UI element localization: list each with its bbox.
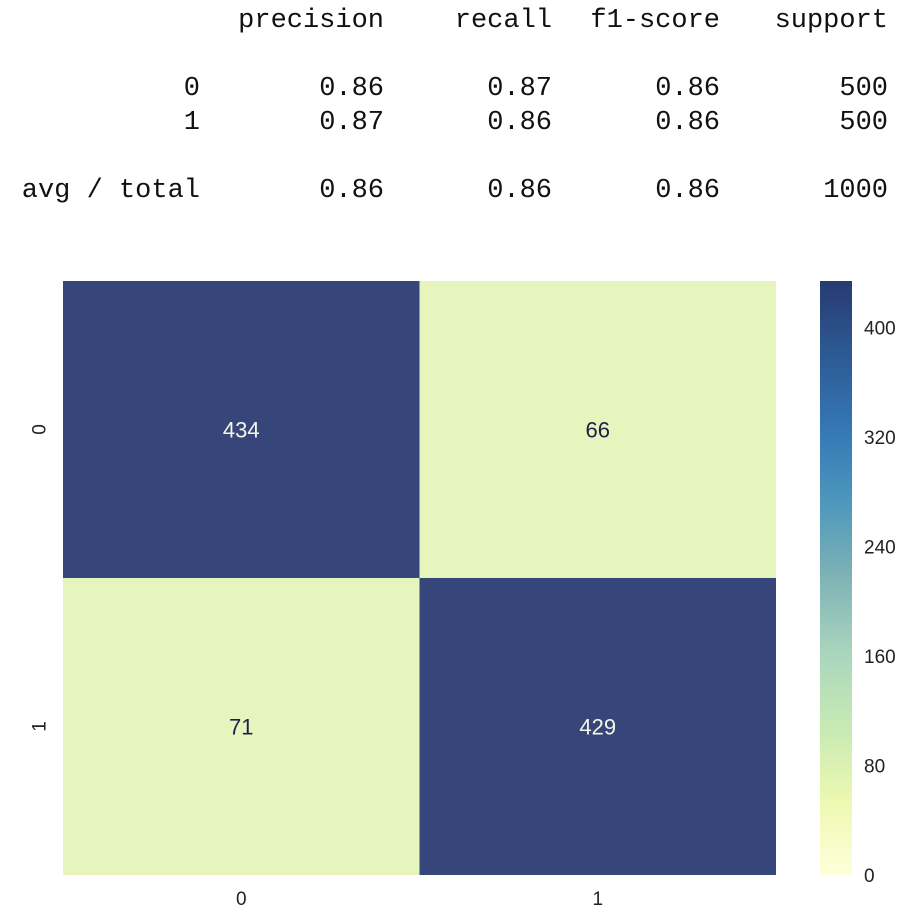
- heatmap-cell-value: 434: [223, 418, 260, 443]
- report-header-f1-score: f1-score: [590, 6, 720, 36]
- colorbar-tick-label: 320: [864, 428, 896, 449]
- x-tick-label: 1: [592, 889, 603, 910]
- report-value-support: 1000: [823, 176, 888, 206]
- colorbar-tick-label: 0: [864, 866, 875, 887]
- y-tick-label: 0: [30, 424, 51, 435]
- heatmap-cells: [63, 281, 776, 875]
- report-value-f1-score: 0.86: [655, 108, 720, 138]
- report-value-recall: 0.86: [487, 108, 552, 138]
- colorbar-tick-label: 400: [864, 319, 896, 340]
- heatmap-cell-value: 429: [579, 715, 616, 740]
- report-value-precision: 0.86: [319, 176, 384, 206]
- report-row-label: 0: [183, 74, 200, 104]
- report-value-recall: 0.86: [487, 176, 552, 206]
- heatmap-cell: [63, 578, 420, 875]
- report-value-f1-score: 0.86: [655, 74, 720, 104]
- report-header-precision: precision: [238, 6, 384, 36]
- colorbar-tick-label: 80: [864, 757, 885, 778]
- report-value-precision: 0.87: [319, 108, 384, 138]
- report-value-precision: 0.86: [319, 74, 384, 104]
- report-value-f1-score: 0.86: [655, 176, 720, 206]
- report-header-support: support: [774, 6, 888, 36]
- heatmap-cell-value: 66: [586, 418, 610, 443]
- report-value-support: 500: [839, 108, 888, 138]
- y-axis-ticks: 01: [30, 424, 51, 732]
- report-row-label: avg / total: [21, 176, 200, 206]
- heatmap-cell: [63, 281, 420, 578]
- heatmap-cell-labels: 434 66 71 429: [223, 418, 616, 740]
- report-value-recall: 0.87: [487, 74, 552, 104]
- report-row-label: 1: [183, 108, 200, 138]
- classification-report: precision recall f1-score support 0 0.86…: [0, 0, 910, 240]
- report-value-support: 500: [839, 74, 888, 104]
- y-tick-label: 1: [30, 721, 51, 732]
- heatmap-cell: [419, 281, 776, 578]
- report-header-recall: recall: [454, 6, 552, 36]
- colorbar-tick-label: 240: [864, 538, 896, 559]
- x-tick-label: 0: [236, 889, 247, 910]
- colorbar: [820, 281, 852, 875]
- heatmap-cell: [419, 578, 776, 875]
- heatmap-cell-value: 71: [229, 715, 253, 740]
- colorbar-tick-label: 160: [864, 647, 896, 668]
- colorbar-ticks: 0 80 160 240 320 400: [864, 319, 896, 887]
